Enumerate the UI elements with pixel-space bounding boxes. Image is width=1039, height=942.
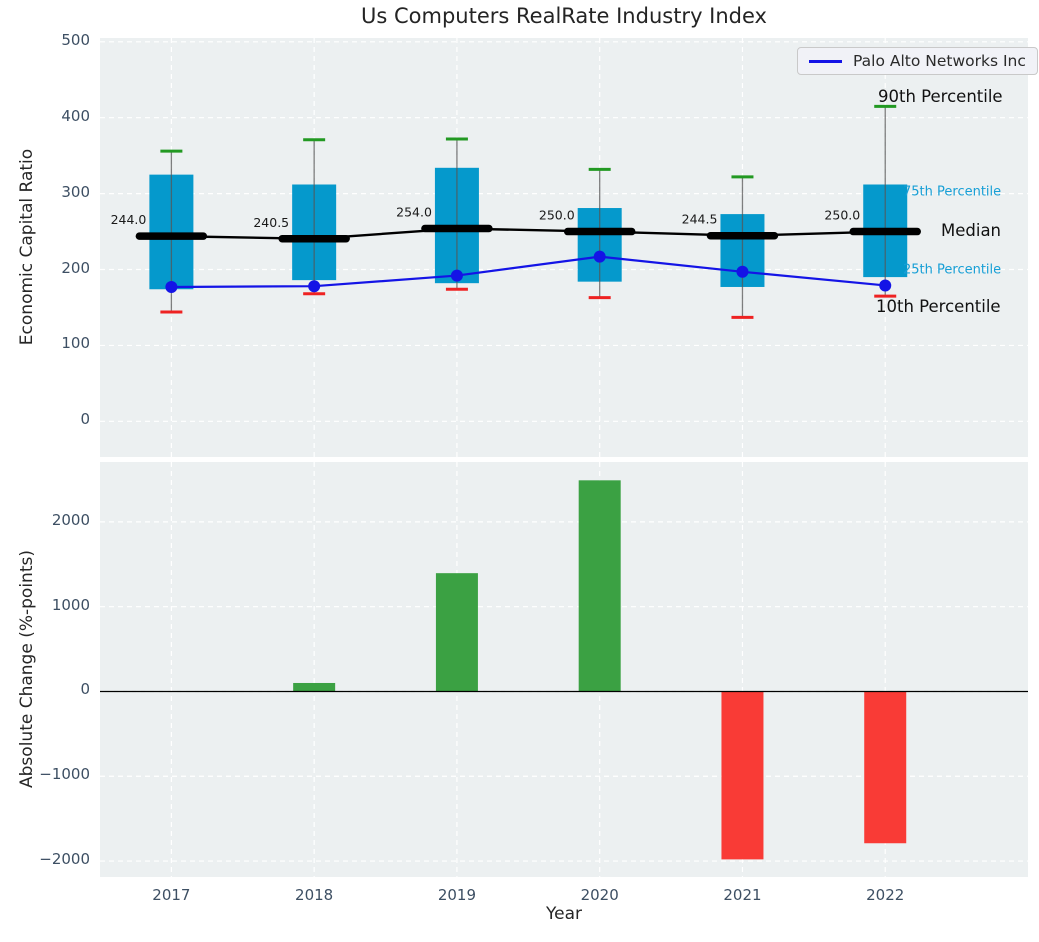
company-marker [165, 280, 178, 293]
bar-negative [864, 691, 907, 844]
percentile-label: 75th Percentile [903, 185, 1001, 200]
percentile-label: Median [941, 221, 1001, 240]
bottom-y-tick-label: 2000 [51, 510, 90, 529]
bottom-y-tick-label: 1000 [51, 595, 90, 614]
legend-label: Palo Alto Networks Inc [853, 52, 1026, 70]
bar-positive [578, 480, 621, 692]
bar-positive [435, 573, 478, 692]
company-marker [450, 269, 463, 282]
legend: Palo Alto Networks Inc [797, 47, 1038, 75]
percentile-label: 10th Percentile [876, 297, 1001, 316]
x-axis-label: Year [546, 904, 582, 924]
median-value-label: 244.0 [111, 212, 147, 227]
x-tick-label: 2019 [437, 886, 477, 904]
median-value-label: 254.0 [396, 205, 432, 220]
top-y-tick-label: 0 [80, 410, 90, 429]
percentile-label: 90th Percentile [878, 87, 1003, 106]
top-y-tick-label: 500 [61, 30, 90, 49]
percentile-label: 25th Percentile [903, 263, 1001, 278]
median-value-label: 244.5 [682, 212, 718, 227]
median-value-label: 250.0 [539, 208, 575, 223]
x-tick-label: 2021 [723, 886, 762, 904]
top-y-tick-label: 200 [61, 258, 90, 277]
company-line [171, 255, 886, 289]
company-marker [593, 250, 606, 263]
top-y-tick-label: 100 [61, 334, 90, 353]
legend-line-sample [809, 59, 842, 63]
bottom-y-tick-label: −1000 [39, 765, 90, 784]
x-tick-label: 2017 [152, 886, 191, 904]
bar-negative [721, 691, 764, 860]
median-value-label: 250.0 [824, 208, 860, 223]
top-y-tick-label: 300 [61, 182, 90, 201]
bottom-y-tick-label: −2000 [39, 850, 90, 869]
x-tick-label: 2018 [295, 886, 334, 904]
bar-positive [293, 682, 336, 692]
company-marker [736, 265, 749, 278]
x-tick-label: 2022 [866, 886, 905, 904]
chart-title: Us Computers RealRate Industry Index [361, 4, 767, 28]
x-tick-label: 2020 [580, 886, 619, 904]
bottom-y-tick-label: 0 [80, 680, 90, 699]
company-marker [879, 279, 892, 292]
median-value-label: 240.5 [253, 215, 289, 230]
company-marker [308, 280, 321, 293]
median-trend-line [171, 227, 886, 240]
top-y-tick-label: 400 [61, 106, 90, 125]
